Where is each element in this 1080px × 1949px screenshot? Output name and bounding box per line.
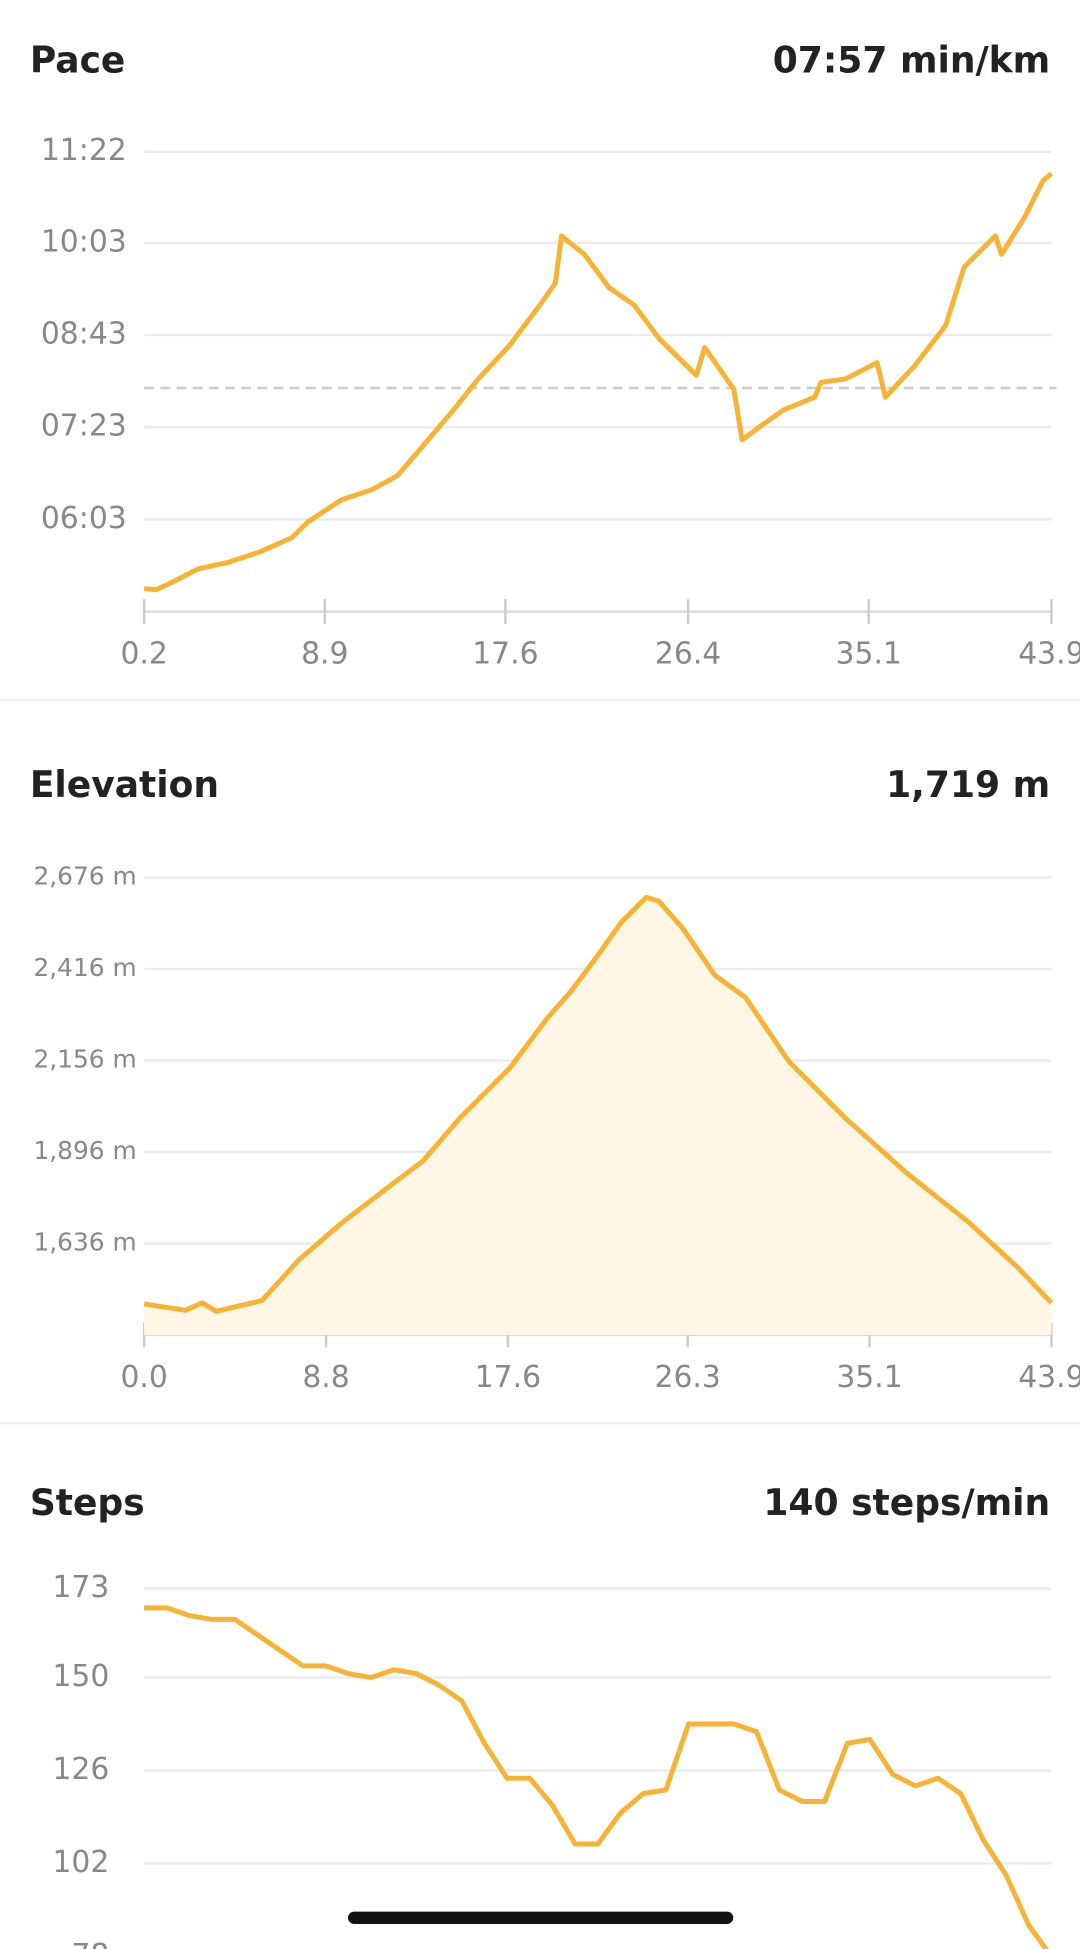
x-tick-label: 0.2	[120, 637, 167, 672]
x-tick-label: 35.1	[836, 637, 902, 672]
plots: 11:22 10:03 08:43 07:23 06:03 0.2 8.9 17.6 26.4 3…	[33, 133, 1080, 1949]
area-fill	[144, 897, 1052, 1335]
y-tick-label: 126	[52, 1752, 109, 1787]
x-tick-label: 26.3	[654, 1360, 720, 1395]
x-tick-label: 43.9	[1018, 637, 1080, 672]
x-tick-label: 17.6	[475, 1360, 541, 1395]
y-tick-label: 1,636 m	[33, 1227, 136, 1256]
x-tick-label: 26.4	[655, 637, 721, 672]
y-tick-label: 07:23	[41, 409, 127, 444]
steps-summary: 140 steps/min	[763, 1483, 1050, 1524]
y-tick-label: 06:03	[41, 501, 127, 536]
y-tick-label: 2,676 m	[33, 862, 136, 891]
x-tick-label: 0.0	[120, 1360, 167, 1395]
y-tick-label: 78	[71, 1938, 109, 1949]
y-tick-label: 102	[52, 1845, 109, 1880]
x-tick-label: 43.9	[1018, 1360, 1080, 1395]
series-line	[144, 1605, 1050, 1949]
y-tick-label: 10:03	[41, 224, 127, 259]
elevation-title: Elevation	[30, 765, 219, 806]
elevation-summary: 1,719 m	[886, 765, 1050, 806]
y-tick-label: 173	[52, 1570, 109, 1605]
y-tick-label: 1,896 m	[33, 1136, 136, 1165]
pace-title: Pace	[30, 40, 126, 81]
series-line	[143, 894, 1054, 1314]
pace-summary: 07:57 min/km	[773, 40, 1050, 81]
x-tick-label: 8.9	[301, 637, 348, 672]
y-tick-label: 2,416 m	[33, 953, 136, 982]
y-tick-label: 150	[52, 1659, 109, 1694]
series-line	[143, 171, 1054, 593]
y-tick-label: 2,156 m	[33, 1045, 136, 1074]
steps-title: Steps	[30, 1483, 145, 1524]
x-tick-label: 35.1	[836, 1360, 902, 1395]
home-indicator	[347, 1911, 734, 1925]
y-tick-label: 11:22	[41, 133, 127, 168]
x-tick-label: 17.6	[472, 637, 538, 672]
y-tick-label: 08:43	[41, 317, 127, 352]
x-tick-label: 8.8	[302, 1360, 349, 1395]
